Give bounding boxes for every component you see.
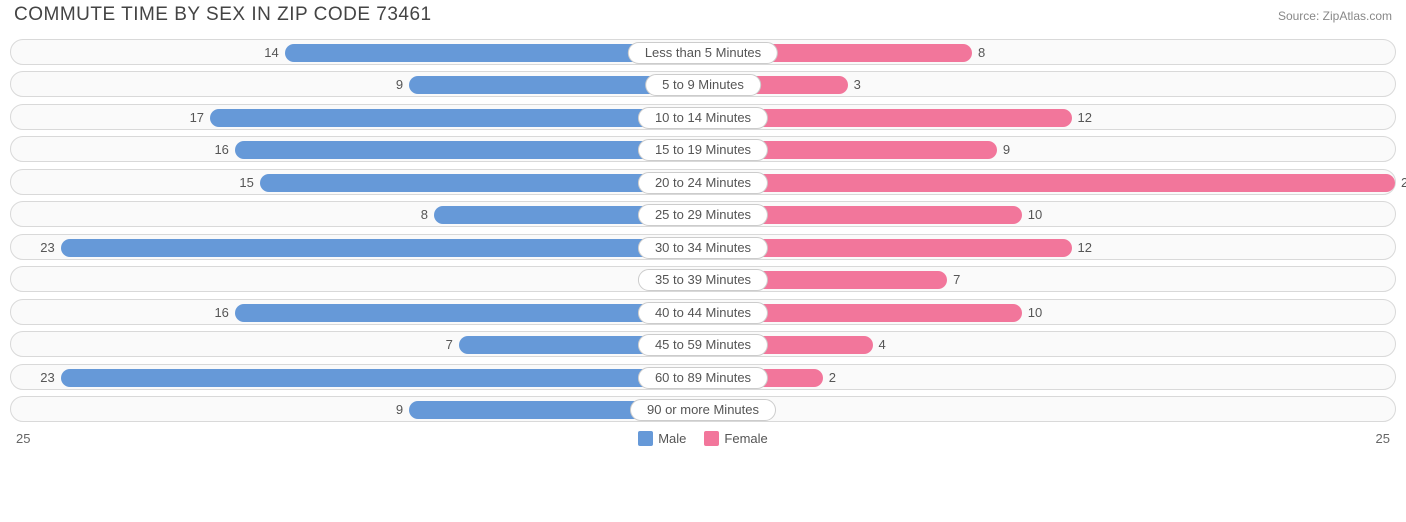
category-label: 20 to 24 Minutes xyxy=(638,172,768,194)
value-male: 7 xyxy=(446,332,453,358)
axis-max-right: 25 xyxy=(1376,431,1390,446)
bar-female xyxy=(703,174,1395,192)
chart-row: 23 2 60 to 89 Minutes xyxy=(10,364,1396,390)
bar-male xyxy=(235,304,703,322)
legend-label-female: Female xyxy=(724,431,767,446)
value-male: 15 xyxy=(239,170,253,196)
value-female: 3 xyxy=(854,72,861,98)
value-male: 9 xyxy=(396,397,403,423)
category-label: 30 to 34 Minutes xyxy=(638,237,768,259)
value-female: 12 xyxy=(1078,235,1092,261)
category-label: Less than 5 Minutes xyxy=(628,42,778,64)
bar-male xyxy=(260,174,703,192)
axis-max-left: 25 xyxy=(16,431,30,446)
bar-male xyxy=(210,109,703,127)
chart-header: COMMUTE TIME BY SEX IN ZIP CODE 73461 So… xyxy=(10,4,1396,32)
swatch-male xyxy=(638,431,653,446)
value-female: 10 xyxy=(1028,300,1042,326)
swatch-female xyxy=(704,431,719,446)
category-label: 40 to 44 Minutes xyxy=(638,302,768,324)
bar-male xyxy=(61,239,703,257)
value-male: 9 xyxy=(396,72,403,98)
bar-male xyxy=(61,369,703,387)
chart-row: 9090 or more Minutes xyxy=(10,396,1396,422)
value-male: 16 xyxy=(214,300,228,326)
value-male: 16 xyxy=(214,137,228,163)
chart-footer: 25 Male Female 25 xyxy=(10,429,1396,446)
diverging-bar-chart: COMMUTE TIME BY SEX IN ZIP CODE 73461 So… xyxy=(0,0,1406,452)
value-male: 23 xyxy=(40,235,54,261)
value-male: 17 xyxy=(190,105,204,131)
chart-row: 14 8 Less than 5 Minutes xyxy=(10,39,1396,65)
legend: Male Female xyxy=(638,431,768,446)
chart-row: 16 9 15 to 19 Minutes xyxy=(10,136,1396,162)
chart-row: 23 12 30 to 34 Minutes xyxy=(10,234,1396,260)
chart-source: Source: ZipAtlas.com xyxy=(1278,9,1392,23)
chart-row: 16 10 40 to 44 Minutes xyxy=(10,299,1396,325)
category-label: 90 or more Minutes xyxy=(630,399,776,421)
category-label: 15 to 19 Minutes xyxy=(638,139,768,161)
chart-row: 7 4 45 to 59 Minutes xyxy=(10,331,1396,357)
legend-item-female: Female xyxy=(704,431,767,446)
value-female: 25 xyxy=(1401,170,1406,196)
value-male: 23 xyxy=(40,365,54,391)
chart-row: 152520 to 24 Minutes xyxy=(10,169,1396,195)
category-label: 35 to 39 Minutes xyxy=(638,269,768,291)
value-female: 4 xyxy=(879,332,886,358)
chart-rows: 14 8 Less than 5 Minutes 9 3 5 to 9 Minutes 17… xyxy=(10,39,1396,423)
legend-label-male: Male xyxy=(658,431,686,446)
chart-row: 17 12 10 to 14 Minutes xyxy=(10,104,1396,130)
value-female: 7 xyxy=(953,267,960,293)
value-female: 10 xyxy=(1028,202,1042,228)
category-label: 10 to 14 Minutes xyxy=(638,107,768,129)
value-female: 8 xyxy=(978,40,985,66)
value-female: 9 xyxy=(1003,137,1010,163)
value-male: 8 xyxy=(421,202,428,228)
value-female: 2 xyxy=(829,365,836,391)
bar-male xyxy=(235,141,703,159)
chart-row: 0735 to 39 Minutes xyxy=(10,266,1396,292)
legend-item-male: Male xyxy=(638,431,686,446)
value-female: 12 xyxy=(1078,105,1092,131)
category-label: 45 to 59 Minutes xyxy=(638,334,768,356)
category-label: 25 to 29 Minutes xyxy=(638,204,768,226)
chart-row: 9 3 5 to 9 Minutes xyxy=(10,71,1396,97)
category-label: 60 to 89 Minutes xyxy=(638,367,768,389)
category-label: 5 to 9 Minutes xyxy=(645,74,761,96)
value-male: 14 xyxy=(264,40,278,66)
chart-title: COMMUTE TIME BY SEX IN ZIP CODE 73461 xyxy=(14,4,432,26)
chart-row: 8 10 25 to 29 Minutes xyxy=(10,201,1396,227)
